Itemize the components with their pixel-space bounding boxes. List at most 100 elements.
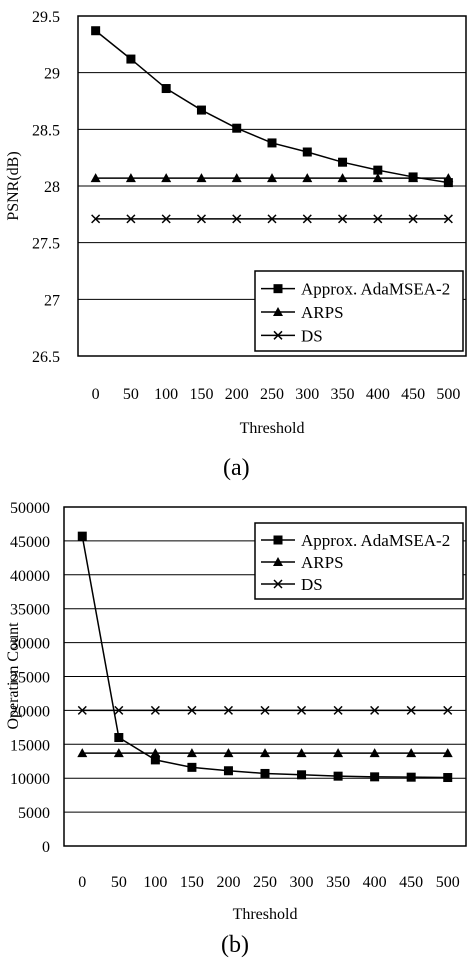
chart2-point-x	[333, 705, 343, 715]
chart1-point-x	[232, 214, 242, 224]
chart2-ytick-label: 35000	[10, 602, 50, 619]
chart2-xtick-label: 300	[290, 874, 314, 891]
chart2-xtick-label: 450	[399, 874, 423, 891]
chart1-point-square	[232, 123, 242, 133]
chart2-xtick-label: 100	[143, 874, 167, 891]
chart2-point-square	[260, 768, 270, 778]
chart1-point-x-stroke-b	[161, 214, 171, 224]
chart2-point-square	[333, 771, 343, 781]
chart2-point-x	[187, 705, 197, 715]
chart1-point-x	[408, 214, 418, 224]
chart2-point-x	[114, 705, 124, 715]
chart2-plot-frame	[63, 506, 467, 847]
chart2-xtick-label: 500	[436, 874, 460, 891]
chart2-point-triangle	[223, 748, 234, 758]
chart1-legend-box	[254, 270, 464, 352]
chart2-point-triangle	[150, 748, 161, 758]
chart1-legend-marker-triangle	[273, 307, 283, 316]
chart1-point-triangle	[267, 173, 277, 183]
chart2-legend-marker-x-stroke-b	[273, 579, 283, 589]
chart2-ytick-label: 15000	[10, 737, 50, 754]
chart1-xtick-label: 150	[189, 386, 213, 403]
chart1-legend-marker-square	[273, 284, 283, 294]
chart2-point-triangle	[296, 748, 307, 758]
chart1-point-triangle	[337, 173, 348, 183]
chart2-legend-marker-x	[273, 579, 283, 589]
chart2-ytick-label: 45000	[10, 534, 50, 551]
chart1-point-x	[373, 214, 383, 224]
chart1-xtick-label: 250	[260, 386, 284, 403]
chart2-ytick-label: 40000	[10, 568, 50, 585]
chart1-y-axis-title: PSNR(dB)	[5, 151, 22, 220]
chart1-point-square	[126, 54, 136, 64]
chart2-point-triangle	[186, 748, 197, 758]
chart2-point-x	[297, 705, 307, 715]
chart1-point-square	[196, 105, 206, 115]
chart1-ytick-label: 27.5	[32, 236, 60, 253]
chart1-point-x-stroke-b	[338, 214, 348, 224]
chart2-point-x-stroke-b	[260, 705, 270, 715]
chart2-point-triangle	[406, 748, 417, 758]
chart1-point-x	[443, 214, 453, 224]
chart2-point-x	[370, 705, 380, 715]
chart2-xtick-label: 0	[78, 874, 86, 891]
chart2-point-x	[150, 705, 160, 715]
chart2-point-square	[223, 766, 233, 776]
chart1-xtick-label: 450	[401, 386, 425, 403]
chart2-point-x	[223, 705, 233, 715]
chart1-point-square	[338, 157, 348, 167]
chart2-point-triangle	[442, 748, 453, 758]
chart1-point-x	[338, 214, 348, 224]
chart2-point-x-stroke-b	[77, 705, 87, 715]
chart2-legend-marker-square	[273, 535, 283, 545]
panel-b-caption: (b)	[221, 932, 249, 958]
chart1-ytick-label: 28	[44, 179, 60, 196]
chart2-ytick-label: 5000	[18, 805, 50, 822]
chart1-point-square	[443, 178, 453, 188]
chart2-point-square	[150, 755, 160, 765]
chart2-xtick-label: 250	[253, 874, 277, 891]
chart1-plot-frame	[77, 15, 467, 357]
chart1-legend-label: ARPS	[301, 303, 344, 322]
chart2-point-x	[260, 705, 270, 715]
chart2-point-x-stroke-b	[333, 705, 343, 715]
chart2-point-x	[443, 705, 453, 715]
chart2-xtick-label: 150	[180, 874, 204, 891]
chart1-point-x-stroke-b	[373, 214, 383, 224]
chart1-series-line-square	[95, 30, 449, 184]
chart2-point-triangle	[369, 748, 380, 758]
chart1-legend-marker-x	[273, 330, 283, 340]
chart1-legend-label: DS	[301, 326, 323, 345]
chart1-xtick-label: 200	[225, 386, 249, 403]
chart2-point-x-stroke-b	[406, 705, 416, 715]
chart1-point-triangle	[443, 173, 454, 183]
chart1-point-x-stroke-b	[408, 214, 418, 224]
chart2-point-x	[77, 705, 87, 715]
chart1-point-x-stroke-b	[302, 214, 312, 224]
chart2-legend-box	[254, 522, 464, 600]
chart2-point-square	[114, 733, 124, 743]
chart1-point-x-stroke-b	[91, 214, 101, 224]
chart1-point-x	[302, 214, 312, 224]
chart1-point-x	[196, 214, 206, 224]
chart1-point-x-stroke-b	[267, 214, 277, 224]
chart2-y-axis-title: Operation Count	[5, 622, 22, 730]
chart2-point-square	[187, 762, 197, 772]
chart2-point-triangle	[77, 748, 88, 758]
chart1-ytick-label: 29.5	[32, 9, 60, 26]
chart1-ytick-label: 28.5	[32, 122, 60, 139]
chart2-point-x-stroke-b	[223, 705, 233, 715]
chart2-x-axis-title: Threshold	[233, 906, 298, 923]
chart2-ytick-label: 0	[42, 839, 50, 856]
chart1-point-square	[373, 165, 383, 175]
chart1-point-square	[267, 138, 277, 148]
chart1-point-x	[126, 214, 136, 224]
panel-a-caption: (a)	[223, 455, 250, 481]
chart1-point-triangle	[231, 173, 242, 183]
chart2-point-x-stroke-b	[150, 705, 160, 715]
chart1-xtick-label: 300	[295, 386, 319, 403]
chart1-ytick-label: 27	[44, 292, 60, 309]
chart2-point-triangle	[113, 748, 124, 758]
chart2-legend-label: DS	[301, 575, 323, 594]
